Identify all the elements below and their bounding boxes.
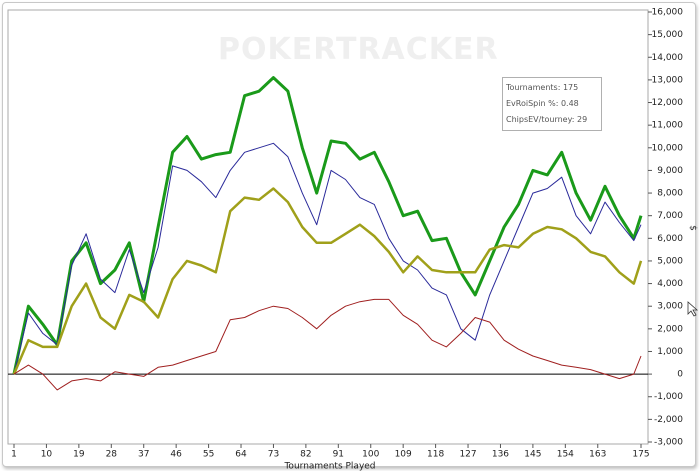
y-tick-label: 15,000 [652, 30, 684, 40]
x-tick-label: 46 [170, 450, 182, 460]
y-tick-label: 13,000 [652, 75, 684, 85]
y-tick-label: -3,000 [654, 438, 683, 448]
x-tick-label: 91 [333, 450, 344, 460]
info-line: Tournaments: 175 [506, 83, 579, 92]
y-tick-label: -1,000 [654, 392, 683, 402]
y-tick-label: 8,000 [657, 189, 683, 199]
y-tick-label: -2,000 [654, 415, 683, 425]
x-tick-label: 145 [524, 450, 541, 460]
series-line [13, 298, 642, 391]
x-tick-label: 127 [459, 450, 476, 460]
y-tick-label: 14,000 [652, 53, 684, 63]
series-line [12, 76, 643, 375]
y-tick-label: 11,000 [652, 121, 684, 131]
x-tick-label: 118 [427, 450, 444, 460]
y-tick-label: 10,000 [652, 143, 684, 153]
y-axis-label: $ [688, 225, 698, 231]
x-tick-label: 37 [138, 450, 149, 460]
info-box: Tournaments: 175 EvRoiSpin %: 0.48 Chips… [502, 77, 602, 131]
y-tick-label: 0 [677, 370, 683, 380]
y-tick-label: 5,000 [657, 256, 683, 266]
x-tick-label: 64 [235, 450, 247, 460]
cursor [687, 301, 699, 317]
x-tick-label: 175 [632, 450, 649, 460]
y-tick-label: 4,000 [657, 279, 683, 289]
series-line [12, 187, 643, 375]
y-tick-label: 1,000 [657, 347, 683, 357]
x-tick-label: 109 [395, 450, 412, 460]
info-line: EvRoiSpin %: 0.48 [506, 99, 579, 108]
x-axis-label: Tournaments Played [283, 462, 375, 471]
plot-border [7, 9, 649, 445]
y-tick-label: 6,000 [657, 234, 683, 244]
y-tick-label: 12,000 [652, 98, 684, 108]
y-tick-label: 2,000 [657, 324, 683, 334]
series-line [13, 142, 642, 375]
x-tick-label: 163 [589, 450, 606, 460]
y-tick-label: 3,000 [657, 302, 683, 312]
x-tick-label: 10 [41, 450, 53, 460]
x-tick-label: 100 [362, 450, 379, 460]
x-tick-label: 28 [106, 450, 118, 460]
x-tick-label: 55 [203, 450, 214, 460]
x-tick-label: 136 [492, 450, 509, 460]
x-tick-label: 19 [73, 450, 85, 460]
x-tick-label: 73 [268, 450, 279, 460]
x-tick-label: 82 [300, 450, 311, 460]
x-tick-label: 154 [557, 450, 574, 460]
watermark: POKERTRACKER [218, 32, 499, 67]
info-line: ChipsEV/tourney: 29 [506, 115, 588, 124]
x-tick-label: 1 [11, 450, 17, 460]
y-tick-label: 16,000 [652, 8, 684, 18]
y-tick-label: 7,000 [657, 211, 683, 221]
y-tick-label: 9,000 [657, 166, 683, 176]
